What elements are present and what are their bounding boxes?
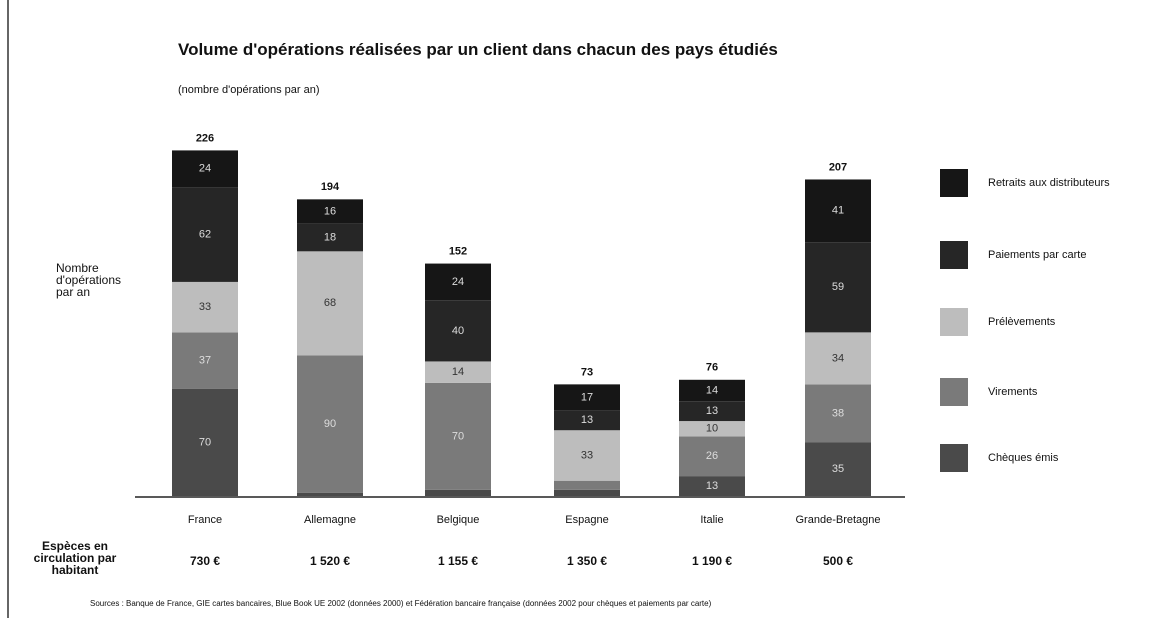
x-tick-label: France <box>188 514 222 526</box>
segment-label: 16 <box>324 205 336 217</box>
x-tick-label: Belgique <box>437 514 480 526</box>
bar-segment <box>172 150 238 188</box>
segment-label: 62 <box>199 228 211 240</box>
segment-label: 24 <box>452 276 464 288</box>
segment-label: 13 <box>581 414 593 426</box>
legend-label: Prélèvements <box>988 316 1056 328</box>
bar-segment <box>172 388 238 496</box>
legend-label: Retraits aux distributeurs <box>988 177 1110 189</box>
x-tick-label: Grande-Bretagne <box>796 514 881 526</box>
legend-label: Virements <box>988 386 1038 398</box>
source: Sources : Banque de France, GIE cartes b… <box>90 599 712 608</box>
cash-value: 1 190 € <box>692 554 732 568</box>
segment-label: 17 <box>581 391 593 403</box>
segment-label: 14 <box>452 366 464 378</box>
bar-segment <box>805 242 871 333</box>
bar-segment <box>679 436 745 477</box>
segment-label: 34 <box>832 352 844 364</box>
x-tick-label: Espagne <box>565 514 608 526</box>
x-tick-label: Allemagne <box>304 514 356 526</box>
total-label: 152 <box>449 245 467 257</box>
legend-label: Paiements par carte <box>988 249 1086 261</box>
segment-label: 68 <box>324 297 336 309</box>
segment-label: 14 <box>706 384 718 396</box>
bar-segment <box>425 263 491 301</box>
cash-value: 1 155 € <box>438 554 478 568</box>
segment-label: 38 <box>832 407 844 419</box>
bar-segment <box>172 187 238 282</box>
y-axis-label: Nombre d'opérations par an <box>56 261 122 299</box>
legend-swatch <box>940 308 968 336</box>
total-label: 194 <box>321 181 340 193</box>
bar-segment <box>805 179 871 243</box>
bar-segment <box>297 223 363 252</box>
legend-swatch <box>940 169 968 197</box>
legend-swatch <box>940 444 968 472</box>
cash-value: 1 350 € <box>567 554 607 568</box>
cash-value: 1 520 € <box>310 554 350 568</box>
bar-segment <box>425 382 491 490</box>
bar-segment <box>297 492 363 496</box>
bar-segment <box>805 332 871 385</box>
segment-label: 26 <box>706 450 718 462</box>
segment-label: 90 <box>324 418 336 430</box>
bar-segment <box>425 489 491 496</box>
bar-segment <box>679 476 745 496</box>
segment-label: 70 <box>199 436 211 448</box>
bar-segment <box>172 281 238 333</box>
segment-label: 13 <box>706 405 718 417</box>
bar-segment <box>805 442 871 496</box>
bar-segment <box>805 384 871 443</box>
segment-label: 41 <box>832 205 844 217</box>
segment-label: 59 <box>832 281 844 293</box>
segment-label: 10 <box>706 423 718 435</box>
segment-label: 70 <box>452 430 464 442</box>
bar-segment <box>172 332 238 389</box>
segment-label: 37 <box>199 355 211 367</box>
bar-segment <box>554 410 620 431</box>
bar-segment <box>554 430 620 481</box>
cash-value: 730 € <box>190 554 220 568</box>
total-label: 207 <box>829 161 847 173</box>
bar-segment <box>679 379 745 402</box>
segment-label: 13 <box>706 480 718 492</box>
legend-swatch <box>940 241 968 269</box>
subtitle: (nombre d'opérations par an) <box>178 84 320 96</box>
chart-title: Volume d'opérations réalisées par un cli… <box>178 40 778 59</box>
x-tick-label: Italie <box>700 514 723 526</box>
segment-label: 40 <box>452 325 464 337</box>
bar-segment <box>425 361 491 383</box>
cash-label: Espèces en circulation par habitant <box>33 539 117 577</box>
total-label: 226 <box>196 132 214 144</box>
segment-label: 33 <box>199 301 211 313</box>
bar-segment <box>554 384 620 411</box>
bar-segment <box>297 355 363 493</box>
bar-segment <box>425 300 491 362</box>
bar-segment <box>554 489 620 496</box>
total-label: 76 <box>706 362 718 374</box>
legend-label: Chèques émis <box>988 452 1059 464</box>
bar-segment <box>297 199 363 224</box>
bar-segment <box>679 401 745 422</box>
bar-segment <box>679 421 745 437</box>
segment-label: 24 <box>199 163 211 175</box>
bar-segment <box>554 480 620 490</box>
cash-value: 500 € <box>823 554 853 568</box>
segment-label: 18 <box>324 231 336 243</box>
segment-label: 33 <box>581 449 593 461</box>
segment-label: 35 <box>832 463 844 475</box>
total-label: 73 <box>581 366 593 378</box>
legend-swatch <box>940 378 968 406</box>
bar-segment <box>297 251 363 356</box>
